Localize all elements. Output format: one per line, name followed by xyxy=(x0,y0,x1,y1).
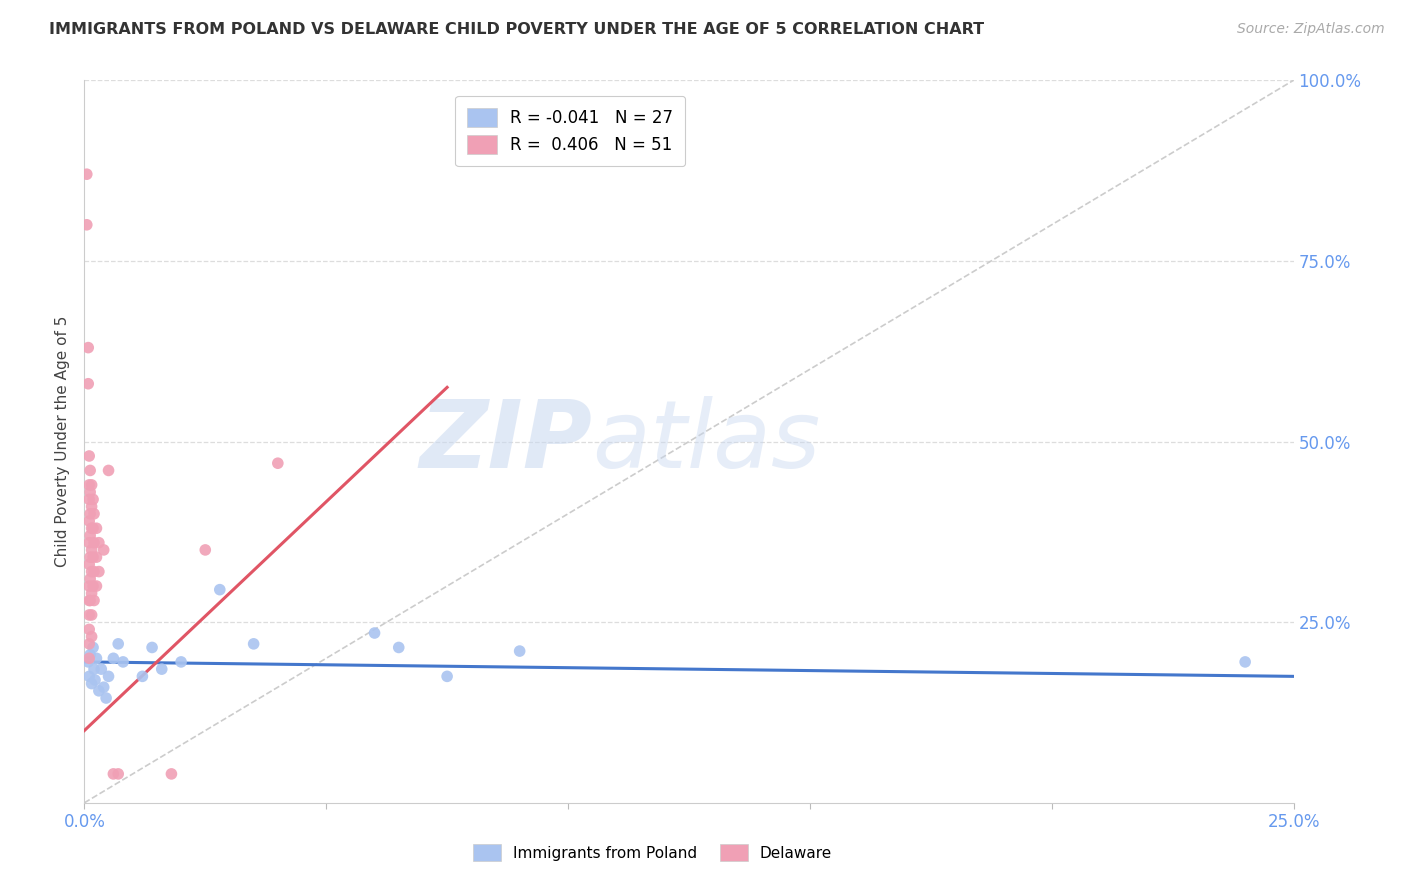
Text: atlas: atlas xyxy=(592,396,821,487)
Point xyxy=(82,579,104,593)
Point xyxy=(79,648,101,662)
Text: IMMIGRANTS FROM POLAND VS DELAWARE CHILD POVERTY UNDER THE AGE OF 5 CORRELATION : IMMIGRANTS FROM POLAND VS DELAWARE CHILD… xyxy=(49,22,984,37)
Point xyxy=(194,542,217,557)
Point xyxy=(141,640,163,655)
Point xyxy=(86,521,108,535)
Y-axis label: Child Poverty Under the Age of 5: Child Poverty Under the Age of 5 xyxy=(55,316,70,567)
Point xyxy=(86,550,108,565)
Point xyxy=(103,767,125,781)
Point xyxy=(80,586,103,600)
Point xyxy=(77,579,100,593)
Legend: Immigrants from Poland, Delaware: Immigrants from Poland, Delaware xyxy=(467,838,838,867)
Point xyxy=(150,662,173,676)
Point xyxy=(112,655,135,669)
Point xyxy=(82,492,104,507)
Point xyxy=(82,550,104,565)
Point xyxy=(93,542,115,557)
Point xyxy=(83,662,105,676)
Point xyxy=(77,478,100,492)
Point xyxy=(86,579,108,593)
Point xyxy=(80,676,103,690)
Point xyxy=(83,507,105,521)
Point xyxy=(80,565,103,579)
Point xyxy=(77,449,100,463)
Point xyxy=(436,669,458,683)
Point xyxy=(388,640,411,655)
Point xyxy=(76,218,98,232)
Point xyxy=(83,535,105,549)
Point xyxy=(84,673,107,687)
Point xyxy=(82,521,104,535)
Point xyxy=(131,669,153,683)
Point xyxy=(79,572,101,586)
Point xyxy=(80,542,103,557)
Point xyxy=(77,669,100,683)
Point xyxy=(77,593,100,607)
Point xyxy=(77,558,100,572)
Point xyxy=(77,637,100,651)
Point xyxy=(83,593,105,607)
Point xyxy=(170,655,193,669)
Point xyxy=(79,550,101,565)
Point xyxy=(76,167,98,181)
Point xyxy=(77,341,100,355)
Point xyxy=(94,691,117,706)
Text: ZIP: ZIP xyxy=(419,395,592,488)
Point xyxy=(77,655,100,669)
Point xyxy=(80,521,103,535)
Point xyxy=(97,463,120,477)
Point xyxy=(83,565,105,579)
Point xyxy=(87,535,110,549)
Point xyxy=(93,680,115,694)
Point xyxy=(363,626,385,640)
Point xyxy=(77,376,100,391)
Point xyxy=(82,640,104,655)
Point xyxy=(80,607,103,622)
Point xyxy=(79,528,101,542)
Point xyxy=(79,507,101,521)
Point xyxy=(87,683,110,698)
Point xyxy=(80,478,103,492)
Point xyxy=(90,662,112,676)
Point xyxy=(1234,655,1257,669)
Point xyxy=(80,500,103,514)
Point xyxy=(80,630,103,644)
Point xyxy=(509,644,531,658)
Point xyxy=(79,593,101,607)
Point xyxy=(87,565,110,579)
Point xyxy=(79,463,101,477)
Point xyxy=(79,485,101,500)
Point xyxy=(242,637,264,651)
Point xyxy=(77,535,100,549)
Point xyxy=(77,492,100,507)
Point xyxy=(208,582,231,597)
Text: Source: ZipAtlas.com: Source: ZipAtlas.com xyxy=(1237,22,1385,37)
Point xyxy=(77,651,100,665)
Point xyxy=(77,623,100,637)
Point xyxy=(267,456,290,470)
Point xyxy=(107,767,129,781)
Point xyxy=(160,767,183,781)
Point xyxy=(86,651,108,665)
Point xyxy=(107,637,129,651)
Point xyxy=(77,514,100,528)
Point xyxy=(77,607,100,622)
Point xyxy=(97,669,120,683)
Point xyxy=(103,651,125,665)
